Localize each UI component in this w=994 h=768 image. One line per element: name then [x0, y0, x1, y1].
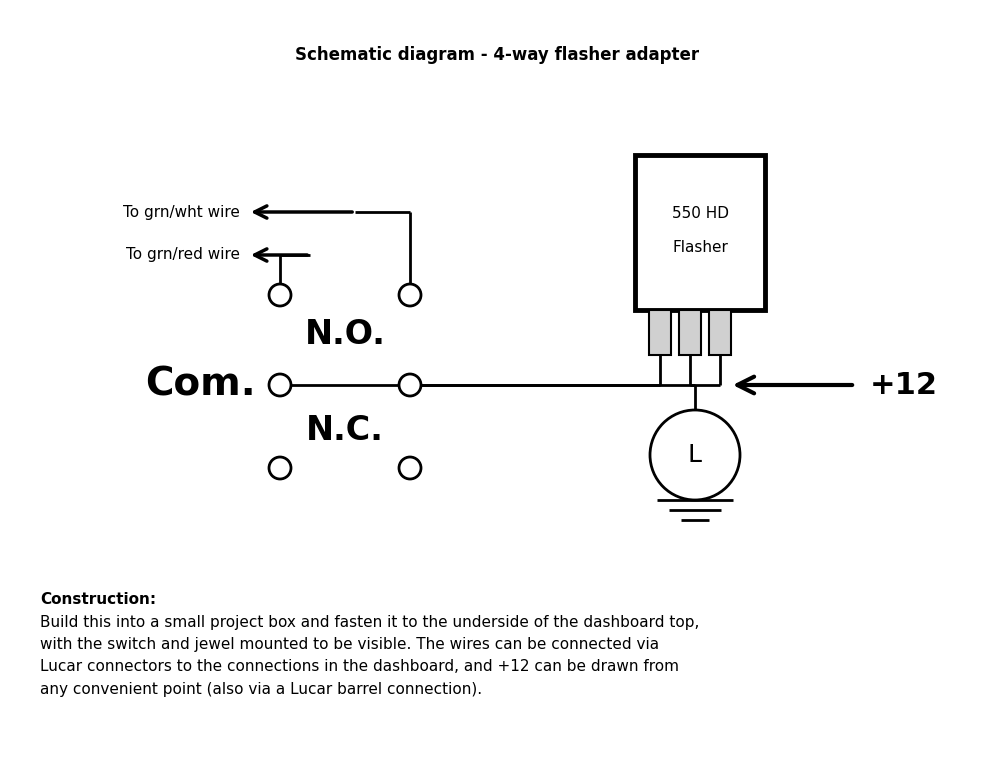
- Text: N.C.: N.C.: [306, 413, 384, 446]
- Text: Schematic diagram - 4-way flasher adapter: Schematic diagram - 4-way flasher adapte…: [295, 46, 699, 64]
- Text: L: L: [688, 443, 702, 467]
- Bar: [649, 310, 671, 355]
- Bar: [679, 310, 701, 355]
- Text: +12: +12: [870, 370, 938, 399]
- Text: Com.: Com.: [145, 366, 255, 404]
- Text: Build this into a small project box and fasten it to the underside of the dashbo: Build this into a small project box and …: [40, 615, 700, 697]
- Text: N.O.: N.O.: [304, 319, 386, 352]
- Text: To grn/wht wire: To grn/wht wire: [123, 204, 240, 220]
- Text: Construction:: Construction:: [40, 592, 156, 607]
- Text: Flasher: Flasher: [672, 240, 728, 256]
- Bar: [635, 155, 765, 310]
- Text: 550 HD: 550 HD: [672, 207, 729, 221]
- Text: To grn/red wire: To grn/red wire: [126, 247, 240, 263]
- Bar: [709, 310, 731, 355]
